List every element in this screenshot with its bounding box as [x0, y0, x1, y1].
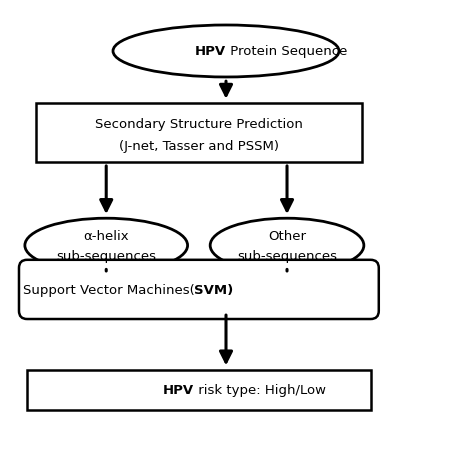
Bar	[27, 370, 370, 410]
Text: sub-sequences: sub-sequences	[236, 249, 336, 262]
Text: Support Vector Machines(: Support Vector Machines(	[23, 283, 194, 296]
Text: (J-net, Tasser and PSSM): (J-net, Tasser and PSSM)	[119, 139, 278, 152]
Bar	[36, 104, 361, 162]
Text: SVM): SVM)	[194, 283, 233, 296]
Text: sub-sequences: sub-sequences	[56, 249, 156, 262]
Text: risk type: High/Low: risk type: High/Low	[194, 384, 326, 396]
Text: Secondary Structure Prediction: Secondary Structure Prediction	[95, 118, 302, 131]
Text: HPV: HPV	[194, 46, 226, 58]
Text: Protein Sequence: Protein Sequence	[226, 46, 347, 58]
Text: HPV: HPV	[163, 384, 194, 396]
Text: Other: Other	[267, 230, 305, 242]
Text: α-helix: α-helix	[83, 230, 129, 242]
FancyBboxPatch shape	[19, 260, 378, 319]
